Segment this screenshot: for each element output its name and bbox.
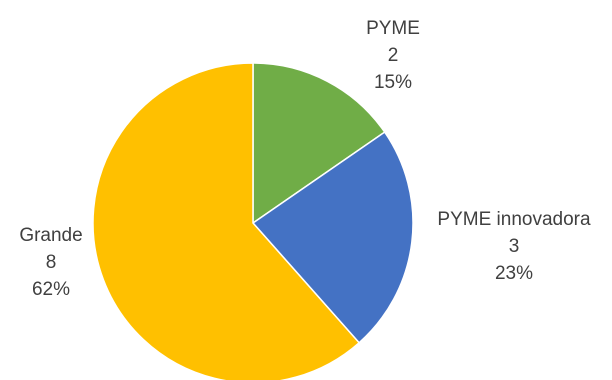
data-label-grande: Grande 8 62% (19, 225, 82, 300)
data-label-value: 3 (509, 236, 520, 257)
pie-slice-pyme (252, 62, 386, 225)
data-label-pyme: PYME 2 15% (366, 18, 420, 93)
data-label-value: 8 (46, 252, 57, 273)
data-label-percent: 23% (495, 263, 533, 284)
data-label-category: PYME (366, 18, 420, 39)
data-label-category: Grande (19, 225, 82, 246)
data-label-value: 2 (388, 45, 399, 66)
pie-slice-pyme-innovadora (251, 131, 414, 344)
data-label-category: PYME innovadora (437, 209, 591, 230)
pie-data-labels: PYME 2 15% PYME innovadora 3 23% Grande 8 62% (19, 18, 591, 300)
data-label-percent: 62% (32, 279, 70, 300)
data-label-percent: 15% (374, 72, 412, 93)
data-label-pyme-innovadora: PYME innovadora 3 23% (437, 209, 591, 284)
pie-slice-grande (92, 62, 361, 380)
pie-slices (92, 62, 414, 380)
